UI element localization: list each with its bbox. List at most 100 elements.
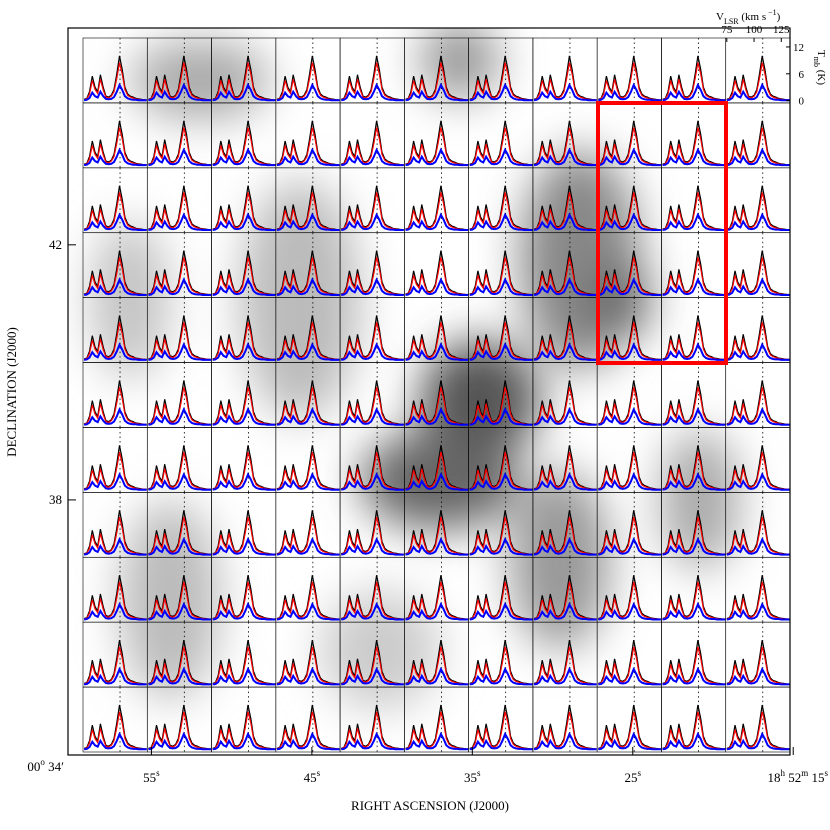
spectrum-line xyxy=(662,212,726,231)
spectrum-line xyxy=(405,731,469,751)
spectrum-line xyxy=(598,472,661,491)
intensity-tick-label: 6 xyxy=(799,69,805,81)
spectrum-line xyxy=(83,212,147,231)
spectrum-line xyxy=(212,277,276,296)
spectrum-line xyxy=(341,601,404,621)
y-tick-label: 00o 34′ xyxy=(27,757,64,774)
x-tick-label: 35s xyxy=(464,768,481,785)
spectrum-line xyxy=(83,537,147,556)
spectrum-line xyxy=(341,666,404,686)
spectrum-line xyxy=(83,472,147,491)
spectrum-line xyxy=(212,407,276,426)
spectrum-line xyxy=(83,342,147,361)
x-tick-label: 55s xyxy=(143,768,160,785)
spectrum-line xyxy=(726,407,790,426)
spectrum-line xyxy=(726,212,790,231)
spectrum-line xyxy=(276,212,340,231)
intensity-axis-label: Tmb (K) xyxy=(812,50,827,85)
spectrum-line xyxy=(726,277,790,296)
spectrum-line xyxy=(83,407,147,426)
spectrum-line xyxy=(405,407,469,426)
spectrum-line xyxy=(533,277,597,296)
x-axis-title: RIGHT ASCENSION (J2000) xyxy=(351,798,509,813)
spectrum-line xyxy=(341,342,404,361)
intensity-tick-label: 0 xyxy=(799,96,805,108)
y-tick-label: 42 xyxy=(49,237,62,252)
spectrum-line xyxy=(276,407,340,426)
spectrum-line xyxy=(212,666,276,686)
spectrum-line xyxy=(276,666,340,686)
spectrum-line xyxy=(341,212,404,231)
spectrum-line xyxy=(598,666,661,686)
spectrum-line xyxy=(469,731,533,751)
spectrum-line xyxy=(598,82,661,102)
spectrum-line xyxy=(662,82,726,102)
spectrum-line xyxy=(212,342,276,361)
spectrum-line xyxy=(662,472,726,491)
spectrum-line xyxy=(405,666,469,686)
x-tick-label: 45s xyxy=(304,768,321,785)
spectrum-line xyxy=(533,407,597,426)
spectrum-line xyxy=(276,277,340,296)
spectrum-line xyxy=(533,666,597,686)
spectrum-line xyxy=(341,731,404,751)
velocity-axis-label: VLSR (km s −1) xyxy=(716,8,781,26)
spectrum-line xyxy=(276,731,340,751)
spectrum-line xyxy=(341,147,404,167)
spectrum-line xyxy=(469,212,533,231)
spectrum-line xyxy=(212,82,276,102)
spectrum-line xyxy=(726,82,790,102)
spectrum-line xyxy=(469,277,533,296)
spectrum-line xyxy=(726,537,790,556)
spectrum-line xyxy=(726,601,790,621)
spectrum-line xyxy=(533,147,597,167)
spectrum-line xyxy=(148,147,211,167)
spectrum-line xyxy=(598,731,661,751)
spectrum-line xyxy=(148,82,211,102)
spectrum-line xyxy=(726,666,790,686)
spectrum-line xyxy=(405,602,469,621)
spectrum-line xyxy=(726,472,790,491)
spectrum-line xyxy=(83,666,147,686)
spectrum-line xyxy=(148,537,211,556)
x-tick-label: 18h 52m 15s xyxy=(767,768,828,785)
spectrum-line xyxy=(469,666,533,686)
spectrum-line xyxy=(662,731,726,751)
spectrum-line xyxy=(212,537,276,556)
spectrum-line xyxy=(662,602,726,621)
spectrum-line xyxy=(469,602,533,621)
spectrum-line xyxy=(341,537,404,556)
spectrum-line xyxy=(469,537,533,556)
spectrum-line xyxy=(598,407,661,426)
spectrum-line xyxy=(662,407,726,426)
spectrum-line xyxy=(726,342,790,361)
spectrum-line xyxy=(405,537,469,556)
spectrum-line xyxy=(341,82,404,102)
spectrum-line xyxy=(276,342,340,361)
spectrum-line xyxy=(533,212,597,231)
spectrum-line xyxy=(83,731,147,751)
spectrum-line xyxy=(276,147,340,167)
spectrum-line xyxy=(276,537,340,556)
spectrum-line xyxy=(533,342,597,361)
spectrum-line xyxy=(212,602,276,621)
spectrum-line xyxy=(148,407,211,426)
x-tick-label: 25s xyxy=(625,768,642,785)
spectrum-line xyxy=(341,472,404,491)
spectrum-line xyxy=(662,147,726,167)
y-tick-label: 38 xyxy=(49,492,62,507)
spectrum-line xyxy=(662,666,726,686)
velocity-tick-label: 100 xyxy=(746,24,763,36)
spectrum-line xyxy=(212,147,276,167)
spectrum-line xyxy=(598,342,661,361)
spectrum-line xyxy=(469,147,533,167)
spectrum-line xyxy=(662,342,726,361)
spectrum-line xyxy=(533,537,597,556)
spectrum-line xyxy=(405,147,469,167)
spectrum-line xyxy=(533,472,597,491)
spectrum-line xyxy=(83,82,147,102)
spectrum-line xyxy=(148,472,211,491)
spectrum-line xyxy=(598,537,661,556)
frame xyxy=(67,27,791,756)
